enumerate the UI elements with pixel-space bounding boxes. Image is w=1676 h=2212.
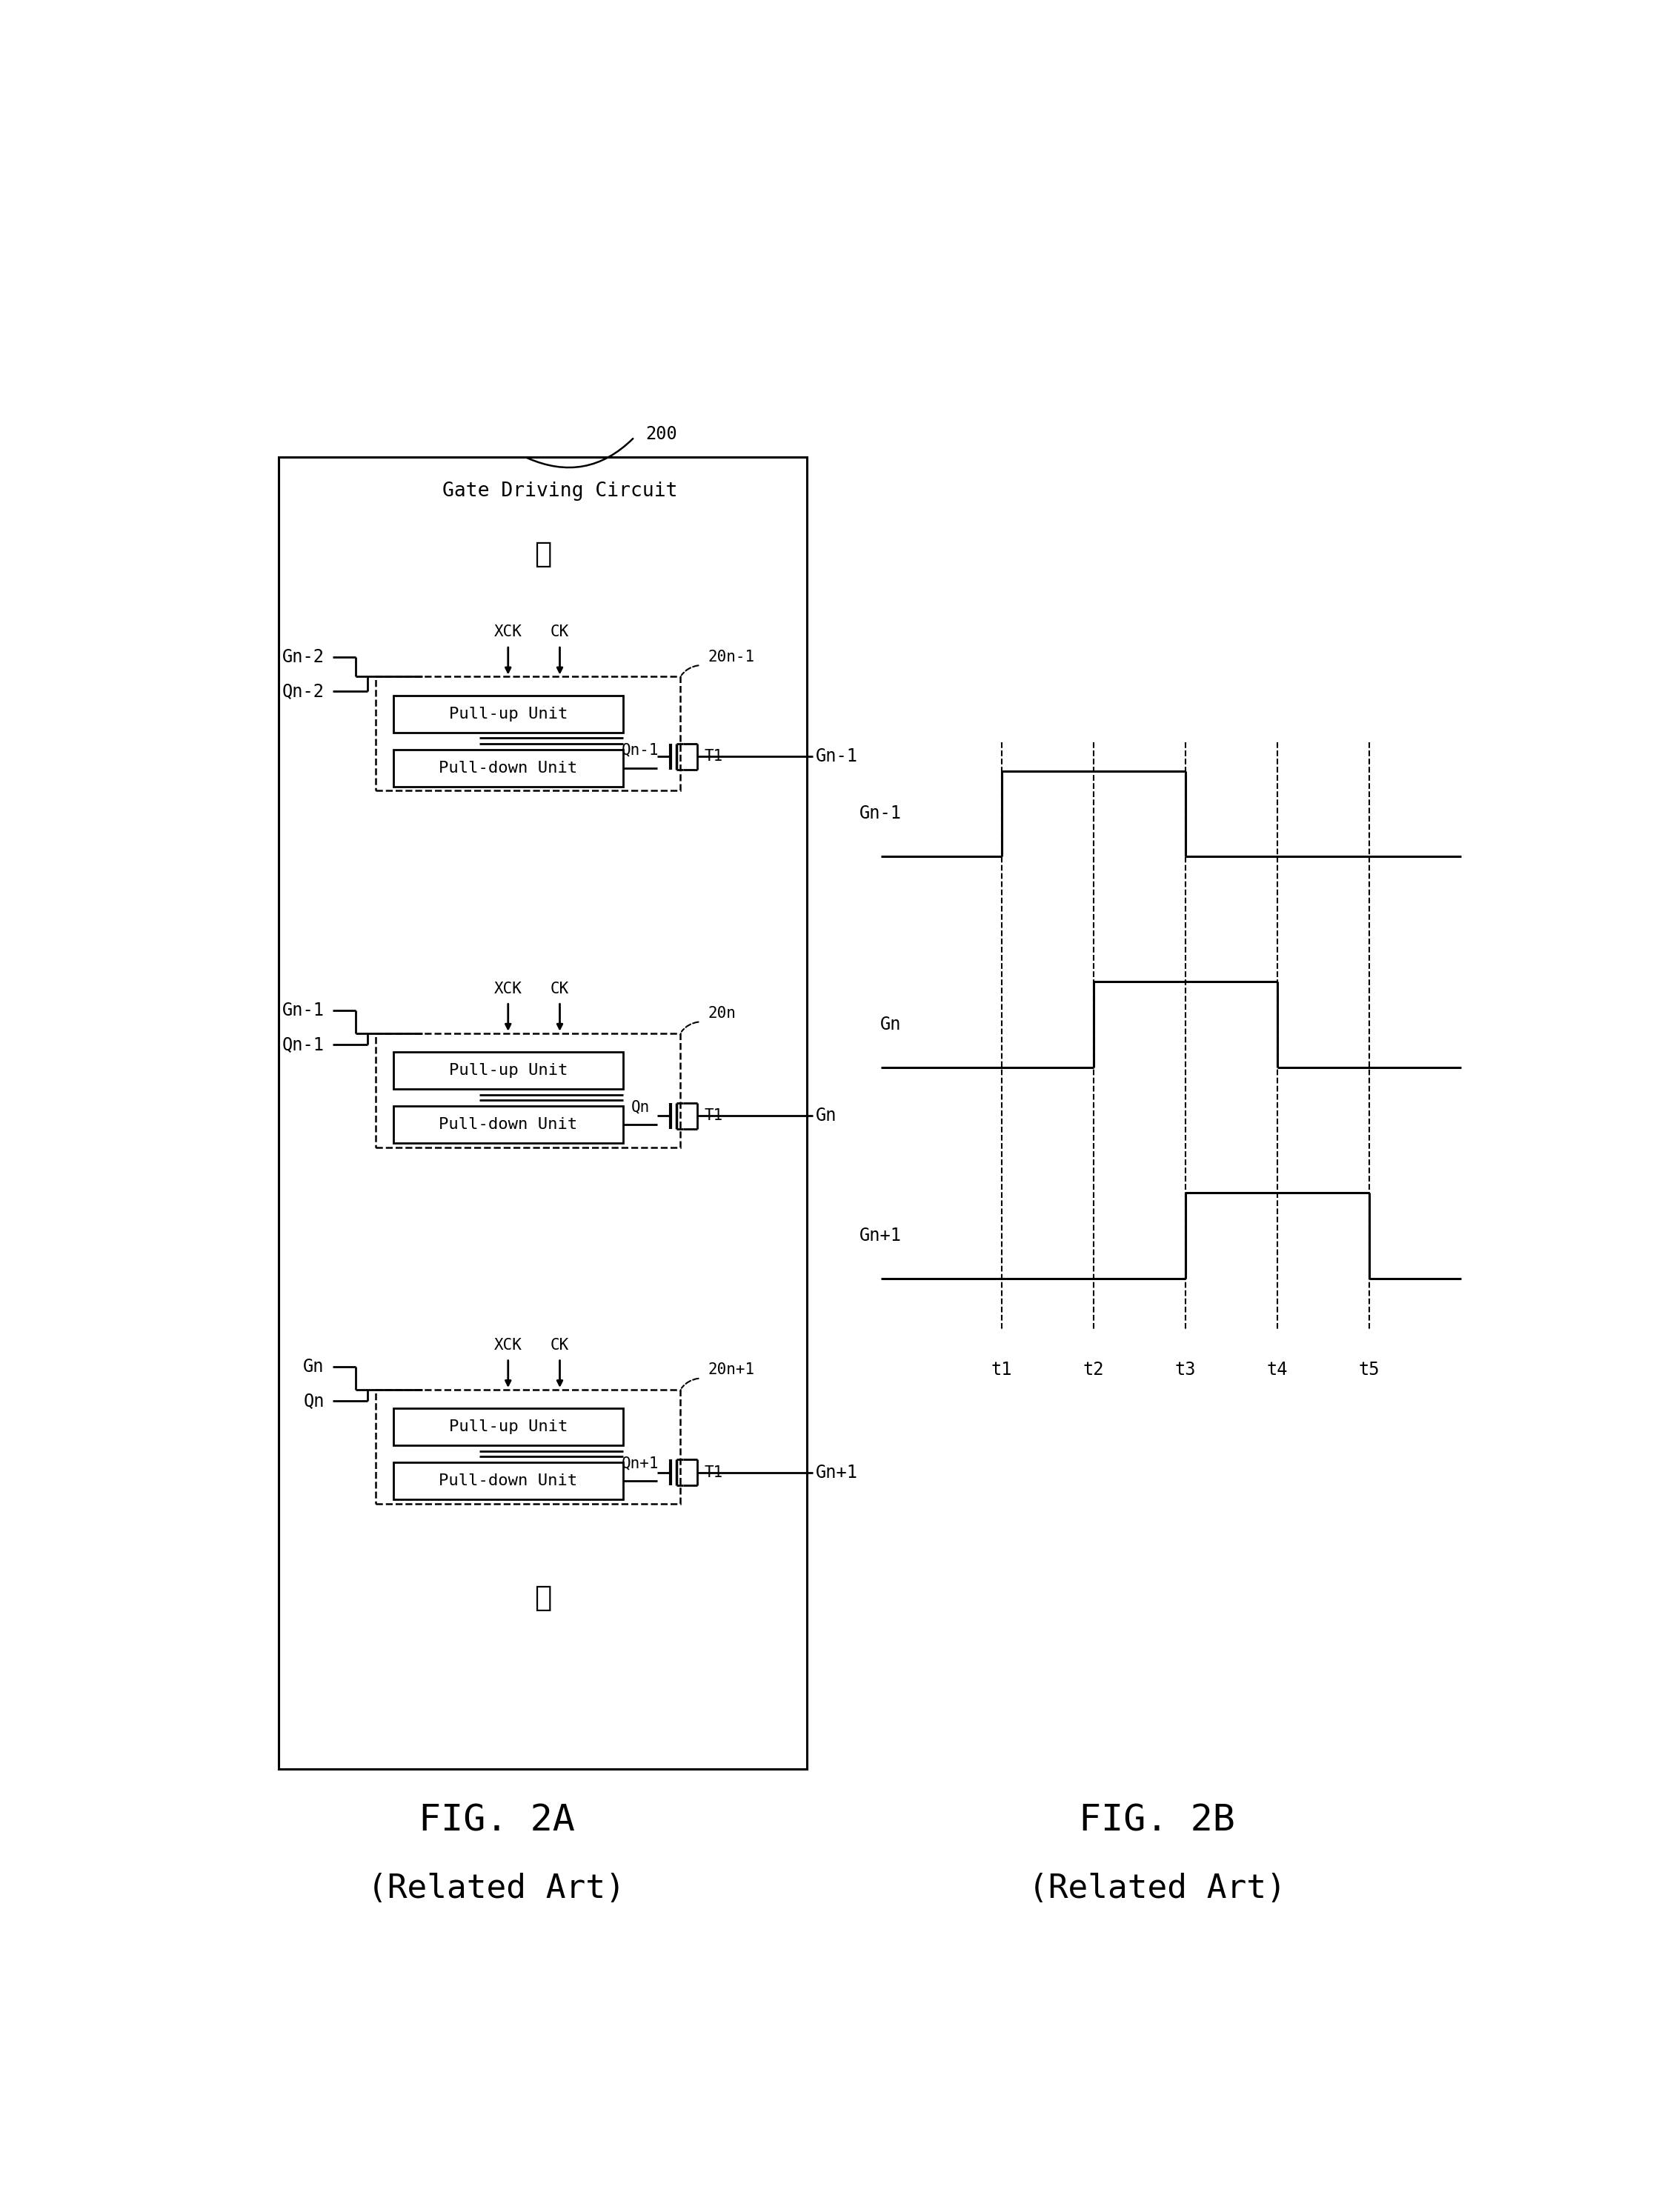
Text: 20n: 20n (707, 1006, 736, 1020)
Text: Gn: Gn (815, 1106, 836, 1126)
Text: Qn-1: Qn-1 (282, 1035, 325, 1053)
Bar (278, 458, 806, 1770)
Text: FIG. 2B: FIG. 2B (1079, 1803, 1235, 1838)
Text: t5: t5 (1359, 1360, 1379, 1378)
Text: t1: t1 (992, 1360, 1012, 1378)
Text: Qn-2: Qn-2 (282, 681, 325, 699)
Text: Pull-up Unit: Pull-up Unit (449, 1420, 568, 1433)
Text: Pull-up Unit: Pull-up Unit (449, 706, 568, 721)
Text: (Related Art): (Related Art) (367, 1874, 625, 1905)
Text: Qn-1: Qn-1 (622, 743, 659, 759)
Bar (375, 1033, 680, 1148)
Text: T1: T1 (704, 1464, 722, 1480)
Text: 200: 200 (645, 425, 677, 442)
Bar (394, 1462, 623, 1500)
Text: 20n+1: 20n+1 (707, 1363, 754, 1378)
Text: t3: t3 (1175, 1360, 1197, 1378)
Bar (394, 1106, 623, 1144)
Bar (375, 677, 680, 790)
Bar (375, 1389, 680, 1504)
Text: Gn: Gn (303, 1358, 325, 1376)
Text: XCK: XCK (494, 624, 523, 639)
Text: XCK: XCK (494, 1338, 523, 1354)
Text: (Related Art): (Related Art) (1027, 1874, 1285, 1905)
Bar (394, 1409, 623, 1444)
Text: Pull-down Unit: Pull-down Unit (439, 1117, 578, 1133)
Text: Gn+1: Gn+1 (815, 1464, 858, 1482)
Text: ⋮: ⋮ (535, 540, 551, 568)
Text: CK: CK (550, 982, 570, 995)
Text: T1: T1 (704, 750, 722, 763)
Text: Pull-up Unit: Pull-up Unit (449, 1064, 568, 1077)
Text: Pull-down Unit: Pull-down Unit (439, 1473, 578, 1489)
Text: Gn-1: Gn-1 (282, 1002, 325, 1020)
Text: FIG. 2A: FIG. 2A (419, 1803, 575, 1838)
Text: CK: CK (550, 624, 570, 639)
Text: Gn-1: Gn-1 (860, 805, 902, 823)
Text: t2: t2 (1083, 1360, 1104, 1378)
Bar (394, 750, 623, 787)
Text: Qn: Qn (303, 1391, 325, 1409)
Bar (394, 695, 623, 732)
Text: CK: CK (550, 1338, 570, 1354)
Text: Gn-2: Gn-2 (282, 648, 325, 666)
Bar (394, 1051, 623, 1088)
Text: Gn: Gn (880, 1015, 902, 1033)
Text: XCK: XCK (494, 982, 523, 995)
Text: t4: t4 (1267, 1360, 1289, 1378)
Text: 20n-1: 20n-1 (707, 650, 754, 664)
Text: Qn+1: Qn+1 (622, 1455, 659, 1471)
Text: Gate Driving Circuit: Gate Driving Circuit (442, 482, 677, 500)
Text: Pull-down Unit: Pull-down Unit (439, 761, 578, 776)
Text: ⋮: ⋮ (535, 1584, 551, 1613)
Text: Gn+1: Gn+1 (860, 1228, 902, 1245)
Text: Gn-1: Gn-1 (815, 748, 858, 765)
Text: Qn: Qn (630, 1099, 650, 1115)
Text: T1: T1 (704, 1108, 722, 1124)
